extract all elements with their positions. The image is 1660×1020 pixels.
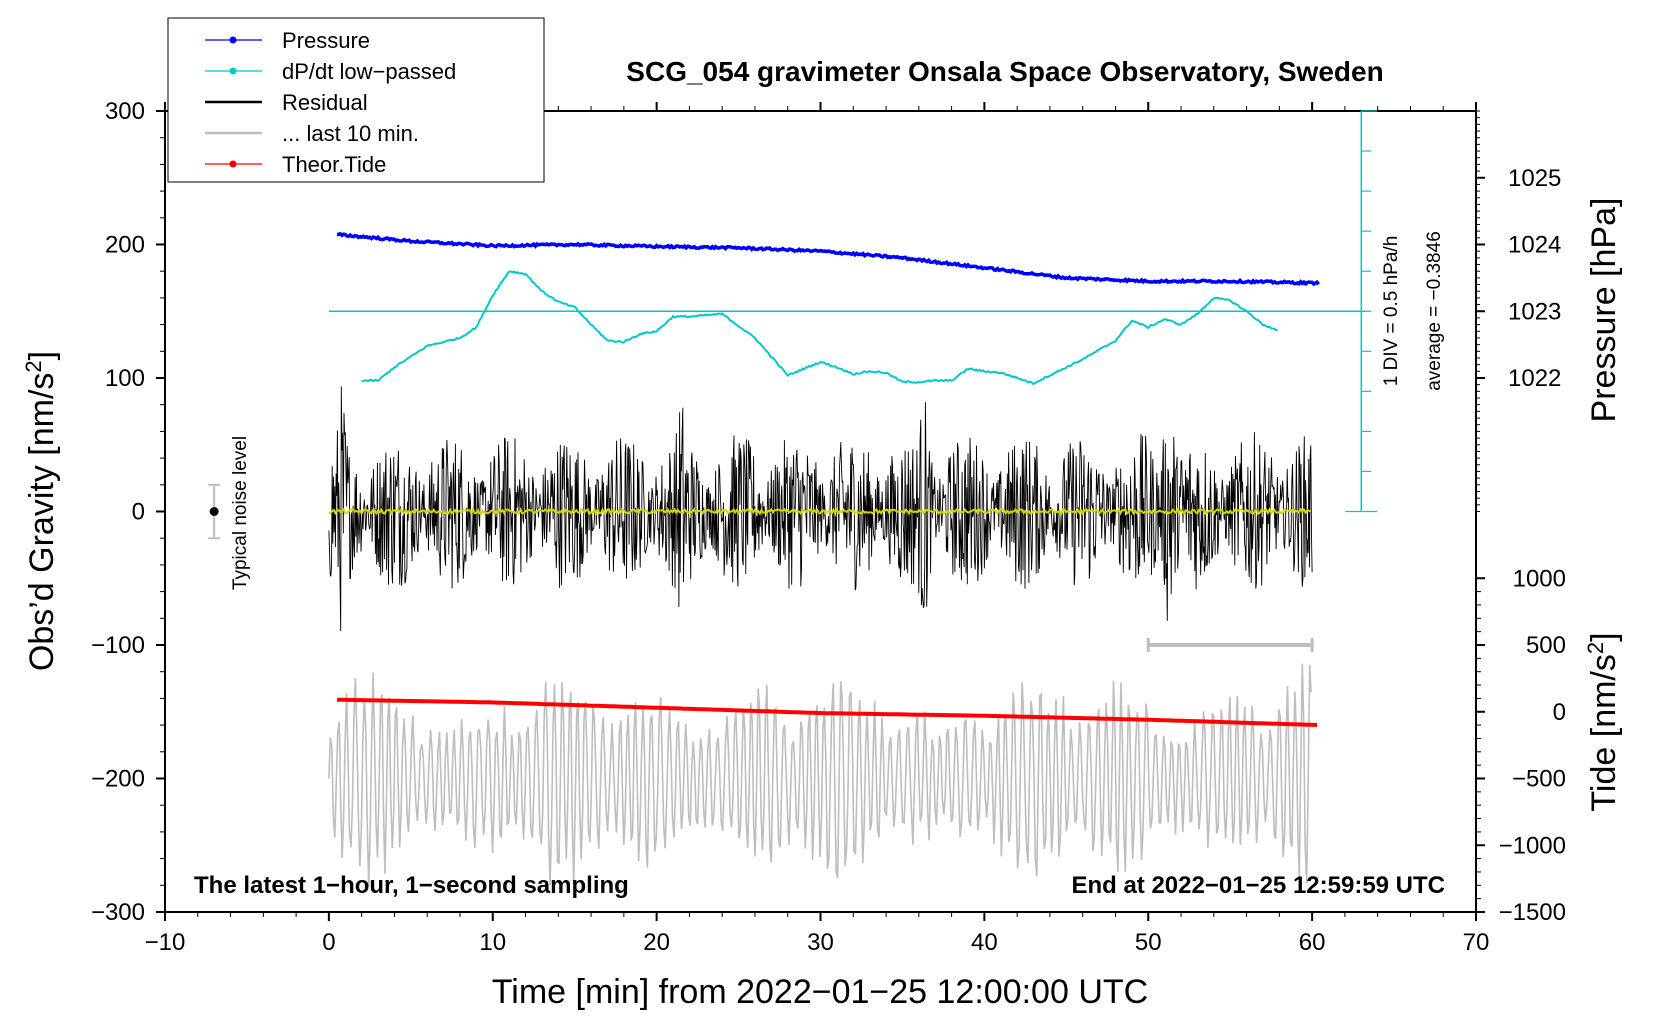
- last-10-min-bracket: [1146, 638, 1314, 652]
- pressure-tick-label: 1023: [1508, 298, 1561, 325]
- y-axis-left-title-sup: 2: [21, 360, 46, 372]
- pressure-series: [336, 231, 1321, 287]
- noise-level-label: Typical noise level: [230, 436, 251, 590]
- legend-label: ... last 10 min.: [282, 121, 419, 146]
- tide-tick-label: −500: [1512, 766, 1566, 793]
- legend-marker: [229, 160, 237, 168]
- y-left-tick-label: 0: [132, 499, 145, 526]
- tide-axis-title-close: ]: [1585, 632, 1623, 641]
- residual-line: [328, 386, 1313, 632]
- residual-series: [328, 386, 1313, 632]
- x-tick-label: 60: [1299, 929, 1326, 956]
- y-axis-left-ticks: 300 200 100 0 −100 −200 −300: [91, 98, 165, 926]
- div-label: 1 DIV = 0.5 hPa/h: [1381, 236, 1402, 387]
- average-label: average = −0.3846: [1424, 231, 1445, 391]
- x-tick-label: −10: [145, 929, 186, 956]
- noise-bar-dot: [209, 507, 219, 516]
- pressure-tick-label: 1025: [1508, 165, 1561, 192]
- legend-label: dP/dt low−passed: [282, 59, 456, 84]
- y-left-tick-label: 100: [105, 365, 145, 392]
- legend-label: Pressure: [282, 28, 370, 53]
- theor-tide-line: [337, 697, 1318, 727]
- noise-level-bar: [208, 483, 221, 540]
- residual-mean-series: [328, 506, 1311, 517]
- y-axis-left-title-main: Obs’d Gravity [nm/s: [23, 373, 61, 672]
- y-left-tick-label: 300: [105, 98, 145, 125]
- div-scale: [1345, 110, 1378, 513]
- dpdt-series: [361, 270, 1278, 386]
- chart-title: SCG_054 gravimeter Onsala Space Observat…: [626, 56, 1383, 87]
- x-tick-label: 10: [479, 929, 506, 956]
- pressure-tick-label: 1022: [1508, 365, 1561, 392]
- x-tick-label: 40: [971, 929, 998, 956]
- x-tick-label: 50: [1135, 929, 1162, 956]
- y-axis-left-title: Obs’d Gravity [nm/s2]: [21, 351, 61, 671]
- x-axis-title: Time [min] from 2022−01−25 12:00:00 UTC: [492, 973, 1148, 1011]
- legend-box: [167, 17, 545, 183]
- theor-tide-series: [337, 697, 1318, 727]
- x-tick-label: 30: [807, 929, 834, 956]
- legend-label: Theor.Tide: [282, 152, 386, 177]
- last-10-min-line: [328, 663, 1312, 887]
- dpdt-line: [361, 270, 1278, 386]
- legend-marker: [229, 36, 237, 44]
- legend-label: Residual: [282, 90, 368, 115]
- y-axis-left-title-close: ]: [23, 351, 61, 360]
- tide-axis-title: Tide [nm/s2]: [1583, 632, 1623, 811]
- pressure-axis-ticks: 1025 1024 1023 1022: [1475, 110, 1561, 512]
- pressure-line: [336, 231, 1321, 287]
- tide-axis-title-main: Tide [nm/s: [1585, 654, 1623, 811]
- tide-tick-label: 500: [1526, 632, 1566, 659]
- pressure-axis-title: Pressure [hPa]: [1585, 198, 1623, 423]
- x-tick-label: 20: [643, 929, 670, 956]
- tide-axis-title-sup: 2: [1583, 642, 1608, 654]
- x-axis-ticks: −10 0 10 20 30 40 50 60 70: [145, 102, 1490, 956]
- tide-tick-label: 1000: [1513, 565, 1566, 592]
- residual-mean-line: [328, 506, 1311, 517]
- legend-marker: [229, 67, 237, 75]
- x-tick-label: 70: [1463, 929, 1490, 956]
- last-10-min-series: [328, 663, 1312, 887]
- y-left-tick-label: −300: [91, 899, 145, 926]
- y-left-tick-label: −100: [91, 632, 145, 659]
- tide-tick-label: −1500: [1499, 899, 1566, 926]
- annotation-latest-hour: The latest 1−hour, 1−second sampling: [194, 872, 629, 899]
- annotation-end-time: End at 2022−01−25 12:59:59 UTC: [1071, 872, 1445, 899]
- y-left-tick-label: −200: [91, 766, 145, 793]
- tide-axis-ticks: 1000 500 0 −500 −1000 −1500: [1476, 565, 1566, 926]
- pressure-tick-label: 1024: [1508, 232, 1561, 259]
- tide-tick-label: −1000: [1499, 832, 1566, 859]
- x-tick-label: 0: [322, 929, 335, 956]
- y-left-tick-label: 200: [105, 232, 145, 259]
- tide-tick-label: 0: [1553, 699, 1566, 726]
- legend: Pressure dP/dt low−passed Residual ... last…: [167, 17, 545, 183]
